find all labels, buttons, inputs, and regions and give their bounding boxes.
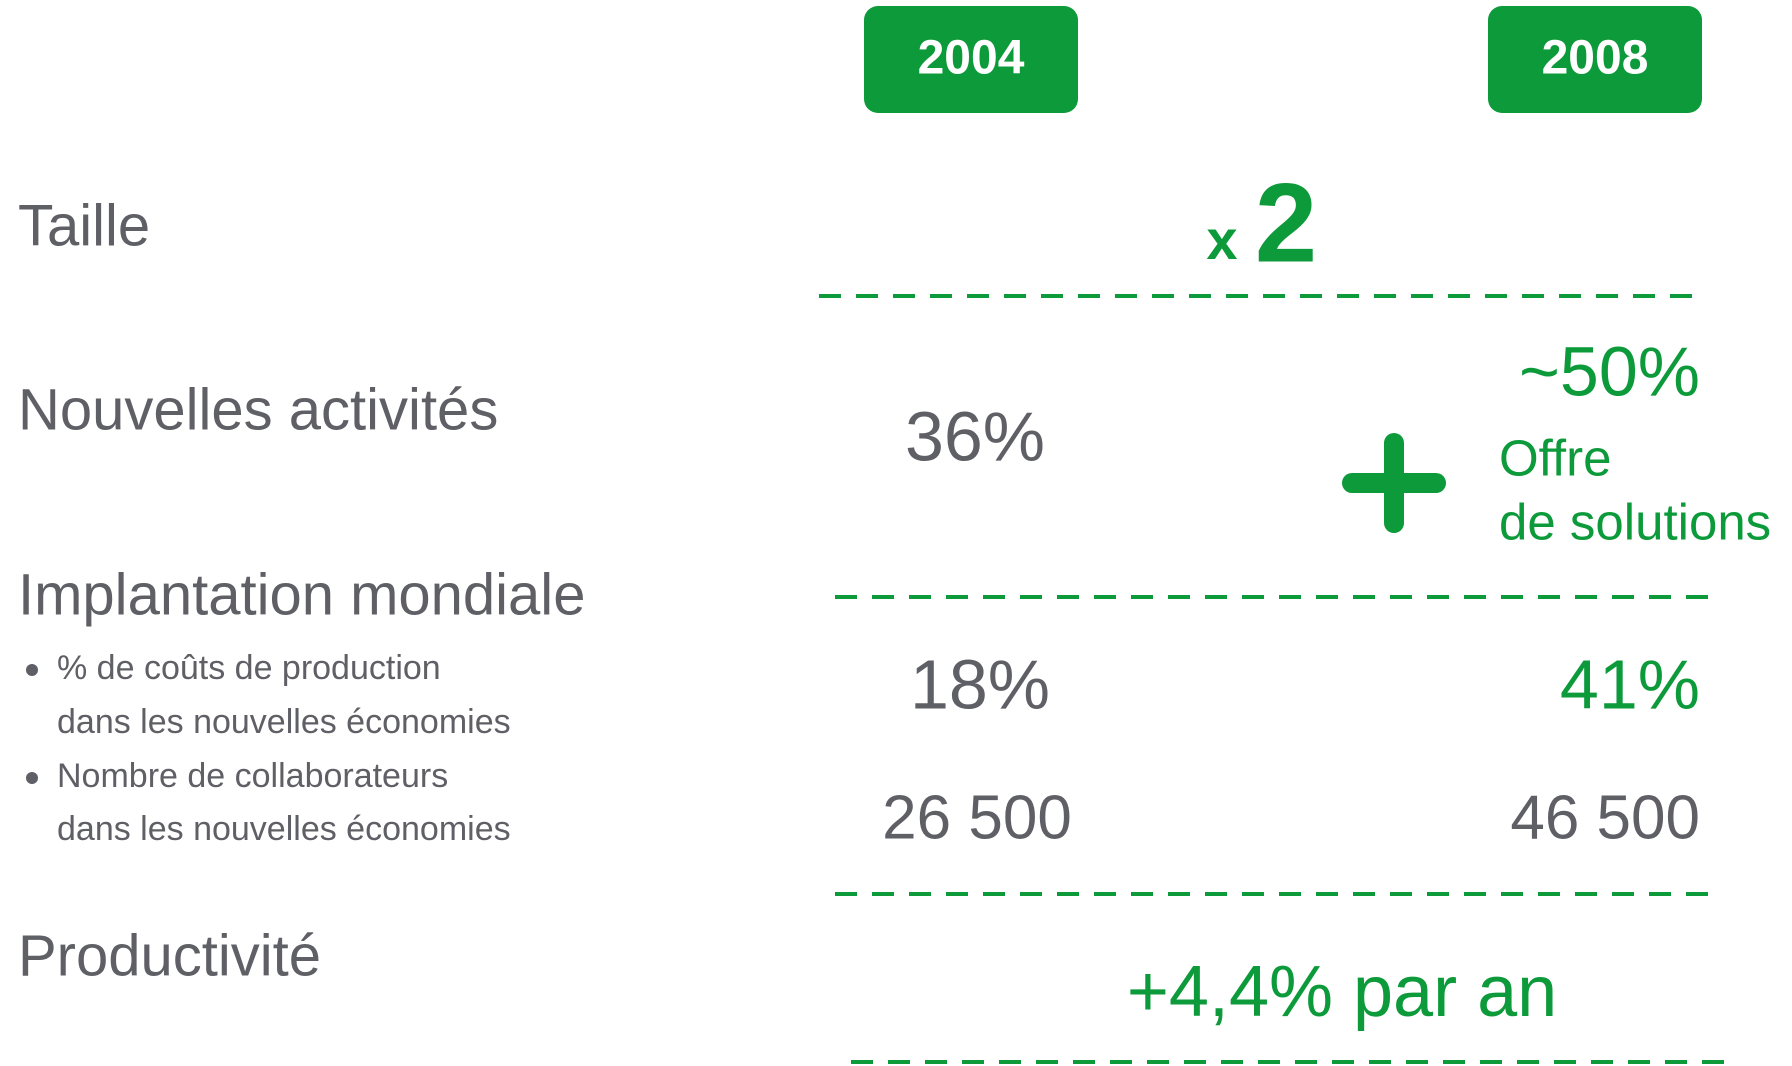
value-2008: 46 500: [1510, 783, 1700, 852]
row-label: Implantation mondiale: [18, 562, 585, 627]
value-2004: 18%: [910, 645, 1050, 723]
year-box: [864, 6, 1078, 113]
row-label: Nouvelles activités: [18, 377, 498, 442]
item-line: dans les nouvelles économies: [57, 703, 511, 741]
year-box: [1488, 6, 1702, 113]
bullet: [26, 772, 38, 784]
plus-icon: [1342, 433, 1446, 533]
year: 2004: [918, 32, 1025, 85]
item-line: Nombre de collaborateurs: [57, 757, 448, 795]
item-line: dans les nouvelles économies: [57, 810, 511, 848]
combined-value: +4,4% par an: [1127, 952, 1557, 1032]
year: 2008: [1542, 32, 1649, 85]
value-2008: ~50%: [1519, 332, 1700, 410]
bullet: [26, 664, 38, 676]
item-line: % de coûts de production: [57, 649, 441, 687]
multiplier-sign: x: [1206, 208, 1237, 271]
row-label: Taille: [18, 193, 150, 258]
value-2004: 36%: [905, 397, 1045, 475]
multiplier-value: 2: [1255, 161, 1317, 286]
value-2004: 26 500: [882, 783, 1072, 852]
row-label: Productivité: [18, 923, 321, 988]
plus-note: Offre: [1499, 429, 1611, 486]
value-2008: 41%: [1560, 645, 1700, 723]
plus-note: de solutions: [1499, 493, 1771, 550]
